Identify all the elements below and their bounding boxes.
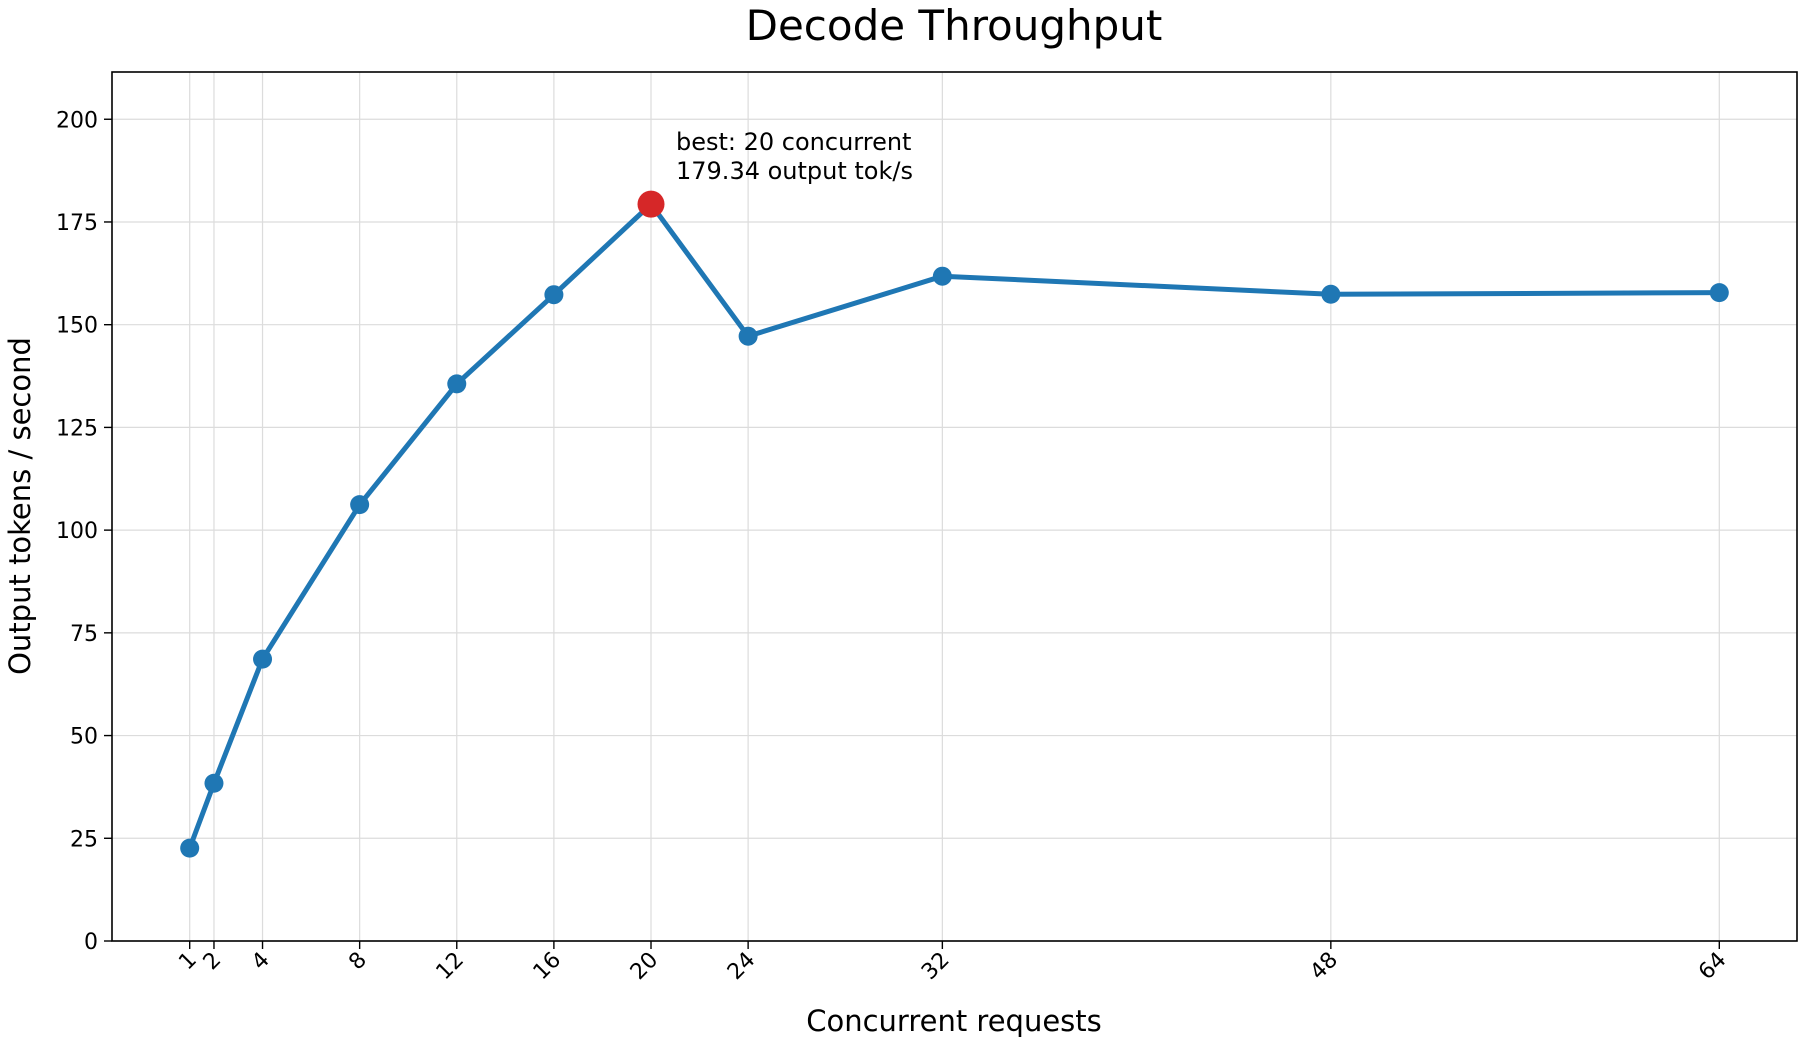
x-tick-label: 24 [723, 948, 760, 985]
series [180, 190, 1729, 858]
data-point [738, 326, 758, 346]
x-tick-label: 4 [247, 948, 275, 976]
y-axis: 0 25 50 75 100 125 150 175 200 [56, 108, 112, 955]
y-tick-label: 200 [56, 108, 98, 133]
y-tick-label: 125 [56, 416, 98, 441]
x-axis-label: Concurrent requests [806, 1004, 1102, 1038]
annotation-line-2: 179.34 output tok/s [676, 157, 913, 185]
data-point [204, 773, 224, 793]
y-tick-label: 175 [56, 211, 98, 236]
chart-title: Decode Throughput [746, 1, 1163, 50]
y-tick-label: 0 [84, 930, 98, 955]
data-point [350, 495, 370, 515]
x-tick-label: 20 [626, 948, 663, 985]
x-tick-label: 12 [432, 948, 469, 985]
x-tick-label: 64 [1694, 948, 1731, 985]
y-tick-label: 25 [70, 827, 98, 852]
x-tick-label: 48 [1306, 948, 1343, 985]
y-axis-label: Output tokens / second [3, 337, 37, 675]
x-tick-label: 8 [344, 948, 372, 976]
y-tick-label: 50 [70, 725, 98, 750]
annotation: best: 20 concurrent 179.34 output tok/s [676, 128, 913, 185]
data-point [1709, 283, 1729, 303]
y-tick-label: 100 [56, 519, 98, 544]
series-line [187, 201, 1720, 849]
x-tick-label: 1 [174, 948, 202, 976]
annotation-line-1: best: 20 concurrent [676, 128, 911, 156]
x-tick-label: 2 [199, 948, 227, 976]
data-point [932, 266, 952, 286]
plot-frame [111, 71, 1798, 942]
x-tick-label: 32 [917, 948, 954, 985]
y-tick-label: 150 [56, 314, 98, 339]
data-point [1321, 284, 1341, 304]
x-tick-label: 16 [529, 948, 566, 985]
best-point-marker [637, 190, 665, 218]
data-point [544, 285, 564, 305]
data-point [180, 838, 200, 858]
data-point [447, 374, 467, 394]
y-tick-label: 75 [70, 622, 98, 647]
x-axis: 12 4 8 12 16 20 24 32 48 64 [174, 941, 1732, 985]
data-point [253, 649, 273, 669]
